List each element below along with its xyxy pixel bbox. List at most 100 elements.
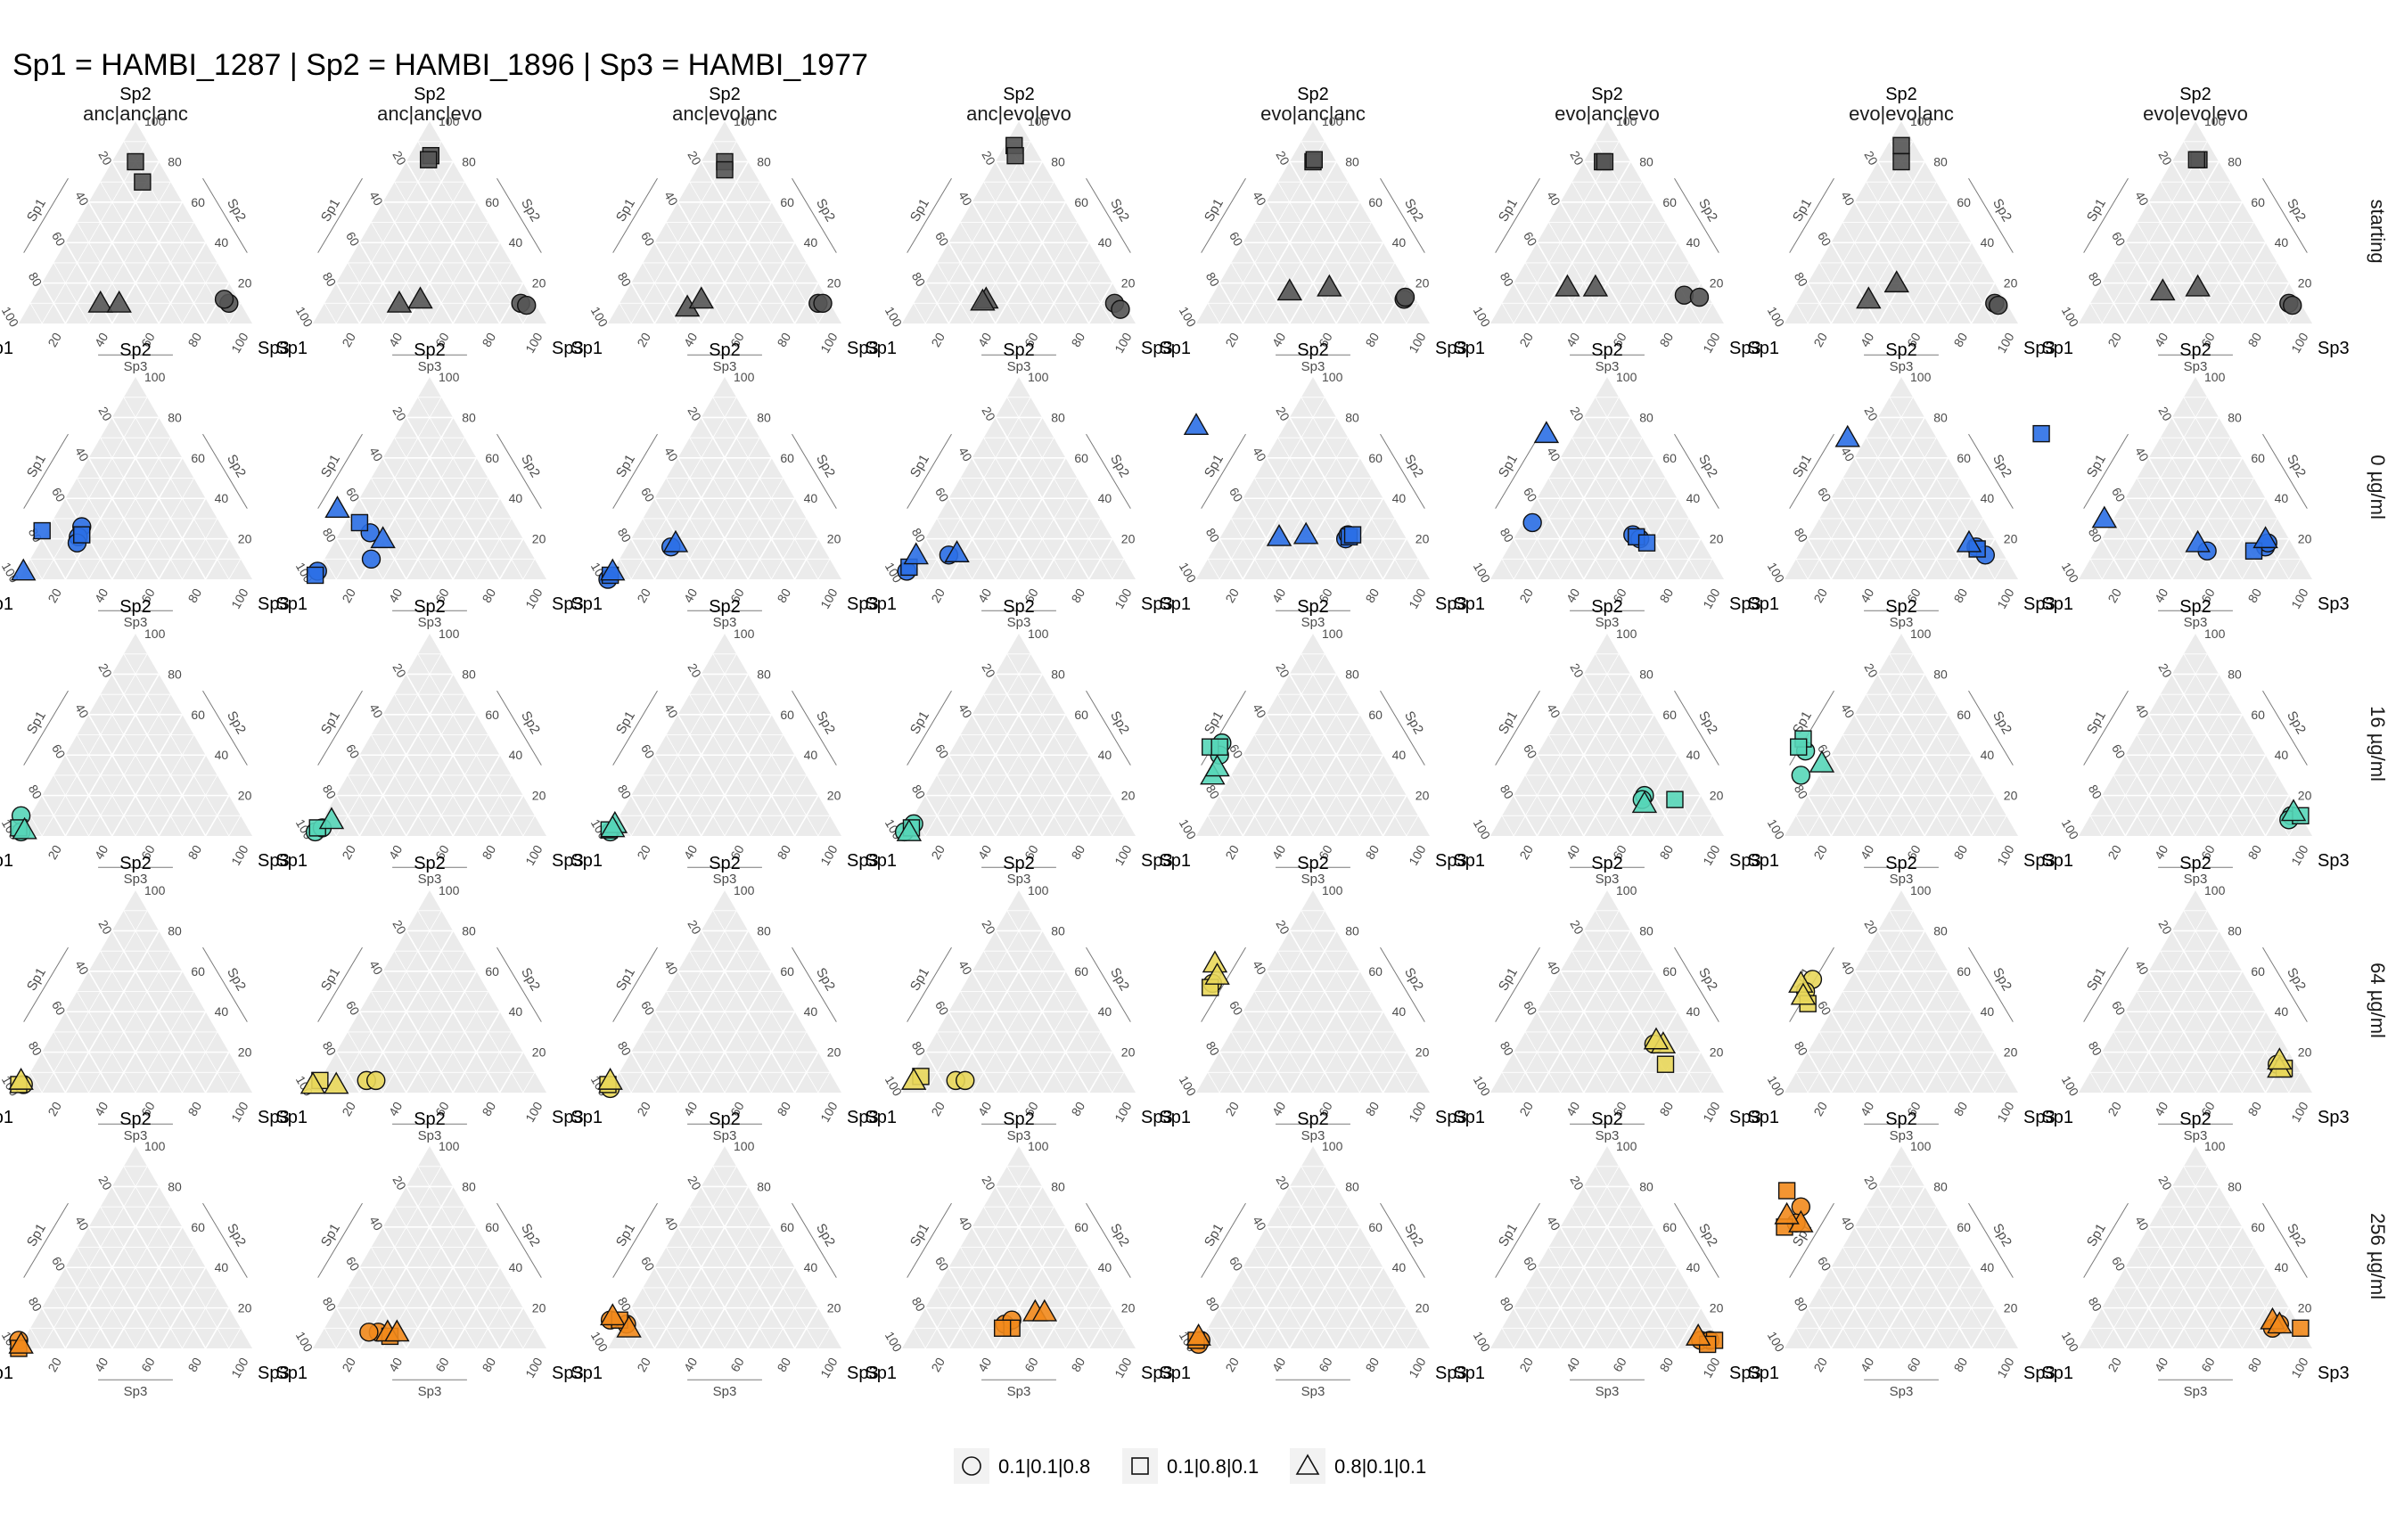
axis-arrow-sp2 bbox=[2262, 433, 2308, 509]
tick-label-sp1: 40 bbox=[2132, 445, 2152, 464]
grid-line bbox=[924, 283, 950, 324]
grid-line bbox=[417, 141, 524, 324]
tick-label-sp2: 80 bbox=[1639, 923, 1653, 938]
vertex-label-sp3: Sp3 bbox=[2023, 851, 2055, 871]
tick-label-sp1: 100 bbox=[2059, 560, 2082, 585]
grid-line bbox=[724, 222, 784, 324]
axis-title-sp3: Sp3 bbox=[418, 872, 442, 887]
grid-line bbox=[983, 181, 1066, 324]
tick-label-sp2: 80 bbox=[1051, 1179, 1065, 1193]
grid-line bbox=[100, 437, 183, 580]
tick-label-sp2: 40 bbox=[509, 1004, 523, 1019]
axis-arrow-sp1 bbox=[2083, 433, 2129, 509]
axis-arrow-sp1 bbox=[317, 177, 363, 253]
vertex-label-sp2: Sp2 bbox=[709, 85, 741, 104]
axis-arrow-sp1 bbox=[907, 946, 952, 1022]
tick-label-sp1: 80 bbox=[1203, 270, 1223, 290]
grid-line bbox=[158, 497, 207, 580]
tick-label-sp2: 80 bbox=[2228, 154, 2242, 168]
grid-line bbox=[960, 478, 1020, 580]
data-point-square bbox=[1305, 151, 1324, 168]
tick-label-sp3: 20 bbox=[45, 842, 64, 862]
grid-line bbox=[88, 1206, 171, 1349]
grid-line bbox=[1230, 1287, 1267, 1349]
tick-label-sp3: 100 bbox=[1994, 1355, 2017, 1380]
grid-line bbox=[158, 1011, 207, 1094]
column-strip-label: anc|evo|evo bbox=[966, 102, 1071, 125]
ternary-panel: Sp1Sp2Sp32020204040406060608080801001001… bbox=[570, 85, 878, 374]
grid-line bbox=[1524, 262, 1561, 324]
tick-label-sp2: 20 bbox=[2298, 1301, 2312, 1315]
data-point-triangle bbox=[600, 1303, 626, 1326]
grid-line bbox=[1560, 181, 1643, 324]
vertex-label-sp3: Sp3 bbox=[1141, 851, 1173, 871]
grid-line bbox=[1006, 910, 1113, 1094]
vertex-label-sp1: Sp1 bbox=[0, 1108, 13, 1127]
data-point-triangle bbox=[1204, 754, 1230, 777]
tick-label-sp2: 60 bbox=[1957, 964, 1971, 979]
tick-label-sp2: 80 bbox=[1051, 923, 1065, 938]
grid-line bbox=[983, 1206, 1066, 1349]
grid-line bbox=[2101, 283, 2127, 324]
axis-title-sp1: Sp1 bbox=[2084, 1221, 2109, 1249]
tick-label-sp1: 20 bbox=[1273, 404, 1292, 423]
tick-label-sp3: 60 bbox=[1610, 1355, 1629, 1374]
grid-line bbox=[2242, 262, 2278, 324]
grid-line bbox=[335, 910, 442, 1094]
vertex-label-sp3: Sp3 bbox=[847, 339, 879, 358]
tick-label-sp3: 60 bbox=[432, 586, 452, 605]
tick-label-sp2: 100 bbox=[2204, 627, 2226, 641]
tick-label-sp1: 80 bbox=[320, 1295, 340, 1315]
data-point-triangle bbox=[2091, 505, 2118, 528]
tick-label-sp2: 20 bbox=[1121, 1301, 1136, 1315]
data-point-square bbox=[1210, 738, 1228, 756]
axis-arrow-sp2 bbox=[496, 946, 542, 1022]
data-point-triangle bbox=[11, 558, 37, 581]
tick-label-sp2: 60 bbox=[2251, 451, 2265, 465]
grid-line bbox=[2148, 950, 2231, 1094]
tick-label-sp2: 40 bbox=[1392, 491, 1407, 505]
tick-label-sp1: 40 bbox=[1250, 189, 1269, 209]
tick-label-sp1: 60 bbox=[1227, 485, 1246, 504]
data-point-square bbox=[716, 160, 734, 179]
grid-line bbox=[1948, 1031, 1984, 1094]
tick-label-sp1: 100 bbox=[882, 1329, 906, 1354]
grid-line bbox=[689, 1206, 772, 1349]
tick-label-sp1: 60 bbox=[638, 741, 658, 761]
tick-label-sp3: 100 bbox=[1112, 1355, 1135, 1380]
tick-label-sp3: 20 bbox=[1222, 330, 1242, 349]
grid-line bbox=[2124, 1011, 2173, 1094]
vertex-label-sp2: Sp2 bbox=[1885, 597, 1917, 617]
grid-line bbox=[666, 478, 726, 580]
grid-line bbox=[77, 734, 136, 837]
grid-line bbox=[1807, 1052, 1833, 1094]
grid-line bbox=[2264, 538, 2290, 580]
tick-label-sp1: 20 bbox=[1861, 660, 1881, 680]
tick-label-sp1: 40 bbox=[2132, 189, 2152, 209]
tick-label-sp3: 20 bbox=[2105, 586, 2124, 605]
vertex-label-sp1: Sp1 bbox=[2041, 339, 2073, 358]
axis-arrow-sp2 bbox=[1380, 946, 1425, 1022]
grid-line bbox=[1700, 303, 1713, 324]
grid-line bbox=[1406, 815, 1419, 837]
grid-line bbox=[1548, 1247, 1608, 1349]
tick-label-sp3: 80 bbox=[1363, 1099, 1383, 1118]
axis-title-sp3: Sp3 bbox=[1596, 1128, 1620, 1143]
tick-label-sp3: 80 bbox=[1069, 1099, 1088, 1118]
vertex-label-sp2: Sp2 bbox=[709, 1110, 741, 1129]
axis-arrow-sp1 bbox=[23, 433, 69, 509]
grid-line bbox=[2218, 1011, 2267, 1094]
axis-arrow-sp2 bbox=[2262, 177, 2308, 253]
tick-label-sp3: 60 bbox=[138, 586, 158, 605]
grid-line bbox=[1700, 815, 1713, 837]
grid-line bbox=[948, 497, 997, 580]
tick-label-sp2: 40 bbox=[1981, 491, 1995, 505]
grid-line bbox=[2124, 1266, 2173, 1349]
grid-line bbox=[2160, 1206, 2243, 1349]
vertex-label-sp1: Sp1 bbox=[1159, 339, 1191, 358]
ternary-panel: Sp1Sp2Sp32020204040406060608080801001001… bbox=[2041, 1110, 2349, 1399]
tick-label-sp1: 60 bbox=[638, 998, 658, 1018]
grid-line bbox=[1301, 910, 1407, 1094]
grid-line bbox=[2195, 222, 2254, 324]
data-point-square bbox=[350, 513, 369, 532]
